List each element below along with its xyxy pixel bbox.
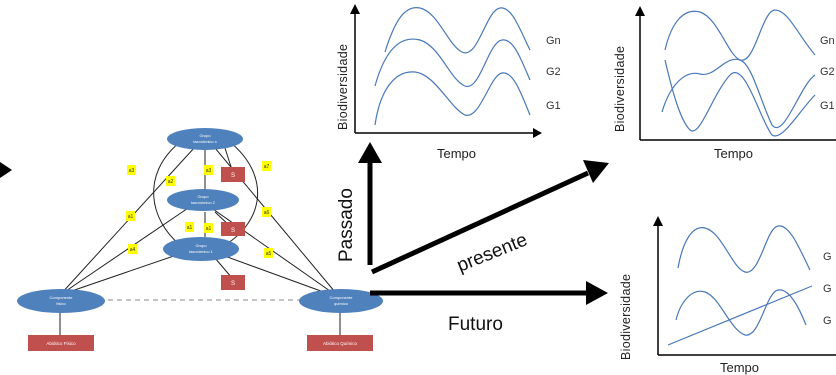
node-top-label-1: Grupo bbox=[199, 133, 211, 138]
svg-text:S: S bbox=[231, 173, 235, 179]
node-middle-label-2: taxonômico 2 bbox=[191, 200, 216, 205]
yellow-tag-6: a1 bbox=[204, 223, 213, 233]
node-right: Componente químico bbox=[299, 289, 383, 313]
chart-past-series-g1: G1 bbox=[546, 100, 561, 112]
node-middle: Grupo taxonômico 2 bbox=[167, 189, 239, 211]
chart-present-curve-gn bbox=[664, 9, 816, 61]
chart-future: Biodiversidade Tempo G G G bbox=[619, 216, 836, 375]
node-left-label-1: Componente bbox=[50, 295, 74, 300]
abiotic-chemical-box: Abiótico Químico bbox=[307, 335, 373, 351]
chart-past: Biodiversidade Tempo Gn G2 G1 bbox=[336, 4, 561, 161]
svg-text:a1: a1 bbox=[187, 225, 193, 231]
left-arrowhead-fragment bbox=[0, 162, 12, 178]
future-label: Futuro bbox=[448, 314, 503, 335]
chart-future-series-2: G bbox=[823, 283, 832, 295]
chart-past-xlabel: Tempo bbox=[437, 146, 476, 161]
svg-text:a5: a5 bbox=[266, 251, 272, 257]
node-low: Grupo taxonômico 1 bbox=[163, 237, 239, 261]
node-right-label-2: químico bbox=[334, 301, 349, 306]
node-top-label-2: taxonômico x bbox=[193, 139, 217, 144]
present-label: presente bbox=[454, 229, 530, 276]
chart-future-curve-mid bbox=[675, 289, 807, 336]
chart-present-ylabel: Biodiversidade bbox=[613, 46, 627, 132]
svg-text:S: S bbox=[231, 228, 235, 234]
svg-text:a7: a7 bbox=[264, 164, 270, 170]
yellow-tag-7: a6 bbox=[262, 207, 271, 217]
node-right-label-1: Componente bbox=[330, 295, 354, 300]
chart-future-trend-line bbox=[667, 285, 813, 346]
svg-text:a4: a4 bbox=[130, 247, 136, 253]
s-box-2: S bbox=[221, 222, 245, 236]
svg-text:a1: a1 bbox=[128, 214, 134, 220]
node-left-label-2: físico bbox=[56, 301, 66, 306]
chart-past-series-gn: Gn bbox=[546, 35, 561, 47]
chart-present: Biodiversidade Tempo Gn G2 G1 bbox=[613, 6, 836, 161]
chart-future-series-3: G bbox=[823, 315, 832, 327]
chart-present-xlabel: Tempo bbox=[714, 146, 753, 161]
svg-text:a2: a2 bbox=[168, 179, 174, 185]
node-middle-label-1: Grupo bbox=[197, 194, 209, 199]
yellow-tag-9: a4 bbox=[128, 244, 137, 254]
svg-text:a3: a3 bbox=[206, 168, 212, 174]
s-box-3: S bbox=[221, 275, 245, 290]
chart-past-curve-g1 bbox=[374, 71, 531, 126]
chart-future-xlabel: Tempo bbox=[720, 360, 759, 375]
past-label: Passado bbox=[336, 188, 357, 262]
chart-future-curve-top bbox=[677, 225, 811, 273]
svg-text:Abiótico Físico: Abiótico Físico bbox=[46, 341, 76, 346]
yellow-tag-3: a3 bbox=[204, 165, 213, 175]
yellow-tag-10: a5 bbox=[264, 248, 273, 258]
chart-present-series-g2: G2 bbox=[820, 66, 835, 78]
node-low-label-2: taxonômico 1 bbox=[189, 249, 214, 254]
yellow-tag-1: a3 bbox=[127, 165, 136, 175]
svg-text:a3: a3 bbox=[129, 168, 135, 174]
chart-present-series-gn: Gn bbox=[820, 35, 835, 47]
yellow-tag-8: a1 bbox=[185, 222, 194, 232]
svg-text:a6: a6 bbox=[264, 210, 270, 216]
yellow-tags: a3 a2 a3 a7 a1 a1 a6 a1 a4 a5 bbox=[126, 161, 273, 258]
svg-text:Abiótico Químico: Abiótico Químico bbox=[323, 341, 358, 346]
yellow-tag-2: a2 bbox=[166, 176, 175, 186]
node-low-label-1: Grupo bbox=[195, 243, 207, 248]
yellow-tag-4: a7 bbox=[262, 161, 271, 171]
svg-text:S: S bbox=[231, 281, 235, 287]
chart-present-series-g1: G1 bbox=[820, 100, 835, 112]
s-box-1: S bbox=[221, 167, 245, 182]
node-top: Grupo taxonômico x bbox=[167, 128, 243, 150]
chart-past-curve-g2 bbox=[374, 38, 531, 87]
abiotic-physical-box: Abiótico Físico bbox=[28, 335, 94, 351]
chart-future-series-1: G bbox=[823, 251, 832, 263]
chart-past-series-g2: G2 bbox=[546, 66, 561, 78]
svg-text:a1: a1 bbox=[206, 226, 212, 232]
chart-present-curve-g1 bbox=[664, 59, 816, 137]
yellow-tag-5: a1 bbox=[126, 211, 135, 221]
chart-present-curve-g2 bbox=[661, 58, 816, 129]
chart-future-ylabel: Biodiversidade bbox=[619, 274, 633, 360]
chart-past-curve-gn bbox=[384, 7, 531, 54]
chart-past-ylabel: Biodiversidade bbox=[336, 44, 350, 130]
network-diagram: Grupo taxonômico x Grupo taxonômico 2 Gr… bbox=[17, 128, 383, 351]
node-left: Componente físico bbox=[17, 289, 105, 313]
